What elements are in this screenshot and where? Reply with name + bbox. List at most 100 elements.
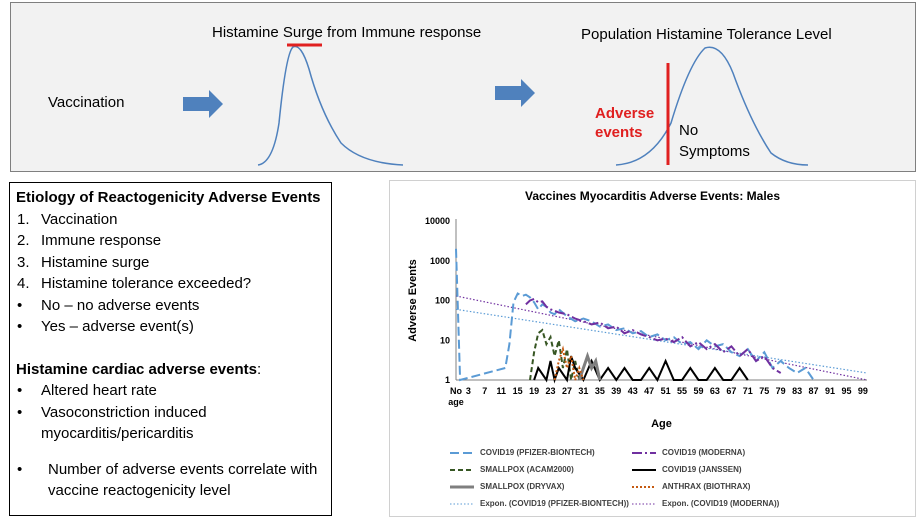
- y-tick-label: 1: [445, 375, 450, 385]
- y-tick-label: 10: [440, 335, 450, 345]
- legend-item: Expon. (COVID19 (PFIZER-BIONTECH)): [450, 498, 629, 510]
- adverse-events-line1: Adverse: [595, 105, 655, 122]
- x-tick-label: 3: [466, 386, 471, 396]
- x-tick-label: age: [448, 397, 464, 407]
- legend-item: Expon. (COVID19 (MODERNA)): [632, 498, 779, 510]
- x-tick-label: 67: [726, 386, 736, 396]
- chart-title: Vaccines Myocarditis Adverse Events: Mal…: [524, 189, 780, 203]
- list-item-text: Vasoconstriction induced myocarditis/per…: [41, 403, 207, 443]
- x-tick-label: 71: [743, 386, 753, 396]
- x-tick-label: 95: [841, 386, 851, 396]
- legend-item: ANTHRAX (BIOTHRAX): [632, 481, 750, 493]
- list-marker: 3.: [17, 253, 30, 271]
- tolerance-title: Population Histamine Tolerance Level: [581, 26, 832, 43]
- flow-arrow-icon: [495, 79, 535, 107]
- list-item: • Vasoconstriction induced myocarditis/pe…: [16, 402, 271, 445]
- legend-swatch: [632, 451, 656, 454]
- series-line: [525, 297, 782, 374]
- list-item-text: Histamine tolerance exceeded?: [41, 275, 252, 292]
- list-item: • No – no adverse events: [16, 295, 325, 317]
- histamine-flow-panel: Vaccination Histamine Surge from Immune …: [10, 2, 916, 172]
- x-tick-label: 39: [611, 386, 621, 396]
- x-tick-label: 79: [776, 386, 786, 396]
- legend-swatch: [450, 503, 474, 505]
- list-item-text: Histamine surge: [41, 253, 150, 271]
- legend-swatch: [632, 468, 656, 471]
- x-tick-label: 99: [858, 386, 868, 396]
- legend-swatch: [632, 485, 656, 488]
- flow-arrow-icon: [183, 90, 223, 118]
- legend-label: COVID19 (PFIZER-BIONTECH): [480, 448, 595, 457]
- no-symptoms-line1: No: [679, 122, 699, 139]
- x-tick-label: 47: [644, 386, 654, 396]
- list-item-text: Vaccination: [41, 210, 118, 228]
- x-tick-label: 59: [693, 386, 703, 396]
- x-tick-label: 91: [825, 386, 835, 396]
- trendline: [455, 308, 868, 374]
- legend-item: COVID19 (MODERNA): [632, 447, 745, 459]
- list-item-text: Altered heart rate: [41, 382, 157, 399]
- x-tick-label: 51: [661, 386, 671, 396]
- y-axis-title: Adverse Events: [407, 259, 419, 342]
- x-tick-label: 75: [759, 386, 769, 396]
- list-item: 3. Histamine surge: [16, 252, 325, 274]
- x-tick-label: 55: [677, 386, 687, 396]
- series-line: [553, 345, 585, 381]
- cardiac-heading-suffix: :: [256, 360, 262, 378]
- list-marker: •: [17, 382, 23, 399]
- list-item: • Yes – adverse event(s): [16, 316, 325, 338]
- legend-label: Expon. (COVID19 (MODERNA)): [662, 499, 780, 508]
- x-tick-label: 27: [562, 386, 572, 396]
- legend-item: SMALLPOX (DRYVAX): [450, 481, 564, 493]
- legend-swatch: [450, 451, 474, 454]
- list-item-text: Number of adverse events correlate with …: [48, 460, 318, 500]
- histamine-surge-curve: [257, 45, 404, 166]
- cardiac-list: • Altered heart rate • Vasoconstriction in…: [16, 380, 325, 445]
- series-line: [455, 248, 815, 382]
- legend-swatch: [450, 468, 474, 471]
- x-tick-label: 23: [546, 386, 556, 396]
- legend-label: Expon. (COVID19 (PFIZER-BIONTECH)): [480, 499, 629, 508]
- x-axis-title: Age: [651, 418, 672, 430]
- y-tick-label: 100: [435, 296, 450, 306]
- cardiac-heading-text: Histamine cardiac adverse events: [16, 360, 257, 378]
- cardiac-heading: Histamine cardiac adverse events:: [16, 359, 325, 381]
- list-marker: •: [17, 296, 23, 314]
- surge-title: Histamine Surge from Immune response: [212, 24, 482, 41]
- legend-label: ANTHRAX (BIOTHRAX): [662, 482, 751, 491]
- x-tick-label: 63: [710, 386, 720, 396]
- list-item-text: Immune response: [41, 232, 162, 249]
- x-tick-label: 31: [578, 386, 588, 396]
- series-line: [533, 355, 749, 384]
- list-marker: •: [17, 318, 23, 335]
- legend-label: COVID19 (MODERNA): [662, 448, 746, 457]
- legend-item: SMALLPOX (ACAM2000): [450, 464, 574, 476]
- x-tick-label: 43: [628, 386, 638, 396]
- no-symptoms-label: No Symptoms: [679, 120, 750, 162]
- legend-label: SMALLPOX (DRYVAX): [480, 482, 565, 491]
- list-marker: •: [17, 460, 23, 478]
- legend-swatch: [450, 485, 474, 489]
- list-item-text: No – no adverse events: [41, 296, 200, 314]
- x-tick-label: 83: [792, 386, 802, 396]
- list-item: 4. Histamine tolerance exceeded?: [16, 273, 325, 295]
- x-tick-label: 11: [496, 386, 506, 396]
- legend-item: COVID19 (JANSSEN): [632, 464, 742, 476]
- x-tick-label: 7: [482, 386, 487, 396]
- adverse-events-line2: events: [595, 124, 643, 141]
- x-tick-label: 19: [529, 386, 539, 396]
- list-marker: 1.: [17, 210, 30, 228]
- vaccination-label: Vaccination: [48, 94, 125, 111]
- list-item: • Altered heart rate: [16, 380, 325, 402]
- legend-label: COVID19 (JANSSEN): [662, 465, 742, 474]
- myocarditis-chart: Vaccines Myocarditis Adverse Events: Mal…: [389, 180, 916, 517]
- etiology-steps-list: 1. Vaccination 2. Immune response 3. Histam…: [16, 209, 325, 338]
- legend-label: SMALLPOX (ACAM2000): [480, 465, 574, 474]
- y-tick-label: 1000: [430, 256, 450, 266]
- x-tick-label: 15: [513, 386, 523, 396]
- flow-diagram-graphics: [183, 43, 809, 166]
- list-marker: •: [17, 403, 23, 421]
- list-item: 1. Vaccination: [16, 209, 325, 231]
- list-item-text: Yes – adverse event(s): [41, 318, 194, 335]
